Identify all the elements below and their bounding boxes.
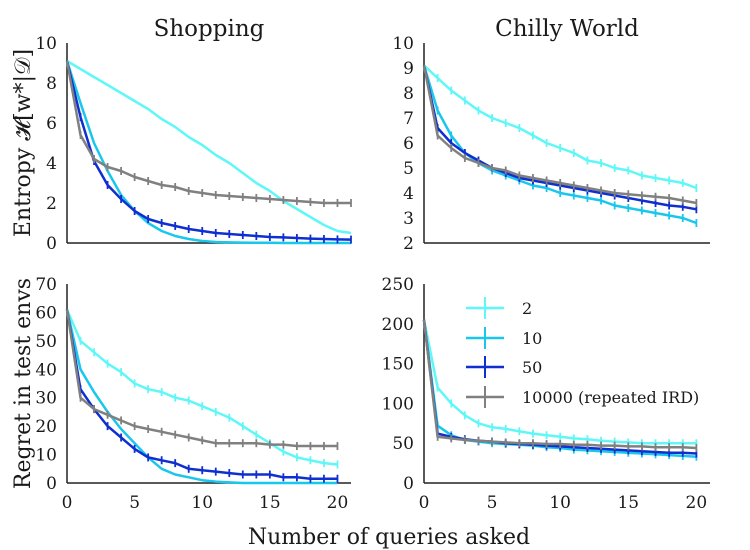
y-tick-label: 0	[46, 234, 57, 254]
x-tick-label: 0	[62, 493, 73, 513]
y-tick-label: 40	[35, 360, 57, 380]
y-tick-label: 200	[382, 315, 414, 335]
series-line	[422, 319, 697, 445]
legend-label: 2	[522, 299, 532, 318]
legend-entry: 2	[466, 297, 532, 319]
x-tick-label: 5	[129, 493, 140, 513]
series-10000	[422, 65, 698, 207]
y-tick-label: 10	[35, 34, 57, 54]
x-tick-label: 15	[259, 493, 281, 513]
x-tick-label: 0	[419, 493, 430, 513]
x-tick-label: 10	[191, 493, 213, 513]
series-2	[66, 59, 352, 235]
legend-entry: 10	[466, 327, 542, 349]
y-tick-label: 10	[35, 446, 57, 466]
legend-label: 10000 (repeated IRD)	[522, 388, 699, 407]
y-tick-label: 5	[403, 159, 414, 179]
panel-top-right: 2 3 4 5 6 7 8 9 10 Chilly World	[392, 16, 710, 254]
series-line	[65, 60, 352, 241]
y-tick-label: 2	[46, 194, 57, 214]
series-2	[422, 319, 698, 448]
legend-entry: 10000 (repeated IRD)	[466, 386, 699, 408]
y-tick-label: 60	[35, 303, 57, 323]
y-tick-label: 8	[403, 84, 414, 104]
y-tick-label: 10	[392, 34, 414, 54]
panel-title: Chilly World	[495, 16, 639, 42]
x-tick-label: 20	[327, 493, 349, 513]
series-line	[422, 319, 697, 450]
legend: 2 10 50 10000 (repeated IRD)	[466, 297, 699, 408]
series-line	[423, 64, 697, 190]
y-tick-label: 7	[403, 109, 414, 129]
series-10000	[65, 309, 339, 451]
y-tick-label: 3	[403, 209, 414, 229]
y-tick-label: 4	[403, 184, 414, 204]
y-tick-label: 0	[403, 474, 414, 494]
figure-xlabel: Number of queries asked	[248, 525, 530, 550]
y-tick-label: 50	[35, 332, 57, 352]
y-tick-label: 250	[382, 275, 414, 295]
series-line	[65, 309, 338, 480]
x-tick-label: 5	[487, 493, 498, 513]
legend-label: 10	[522, 329, 542, 348]
panel-title: Shopping	[154, 16, 265, 42]
series-10000	[422, 319, 698, 452]
series-50	[65, 309, 339, 483]
y-tick-label: 8	[46, 74, 57, 94]
y-axis-label: Entropy 𝓗[w*|𝒟]	[11, 49, 36, 237]
y-tick-label: 6	[403, 134, 414, 154]
y-tick-label: 70	[35, 275, 57, 295]
series-line	[65, 60, 351, 205]
panel-top-left: 0 2 4 6 8 10 Shopping Entropy 𝓗[w*|𝒟]	[11, 16, 352, 254]
legend-label: 50	[522, 358, 542, 377]
series-line	[65, 60, 351, 245]
y-axis-label: Regret in test envs	[11, 278, 36, 489]
y-tick-label: 20	[35, 417, 57, 437]
y-tick-label: 100	[382, 394, 414, 414]
y-tick-label: 6	[46, 114, 57, 134]
y-tick-label: 50	[392, 434, 414, 454]
x-tick-label: 10	[549, 493, 571, 513]
series-10	[65, 60, 351, 245]
y-tick-label: 30	[35, 389, 57, 409]
y-tick-label: 150	[382, 355, 414, 375]
y-tick-label: 9	[403, 59, 414, 79]
y-tick-label: 0	[46, 474, 57, 494]
series-10000	[65, 60, 352, 207]
y-tick-label: 2	[403, 234, 414, 254]
x-tick-label: 20	[686, 493, 708, 513]
y-tick-label: 4	[46, 154, 57, 174]
series-line	[66, 59, 352, 235]
series-2	[423, 64, 698, 192]
panels: 0 2 4 6 8 10 Shopping Entropy 𝓗[w*|𝒟] 2 3 4 5 6 7 8 9 10…	[11, 16, 710, 513]
legend-entry: 50	[466, 356, 542, 378]
x-tick-label: 15	[617, 493, 639, 513]
